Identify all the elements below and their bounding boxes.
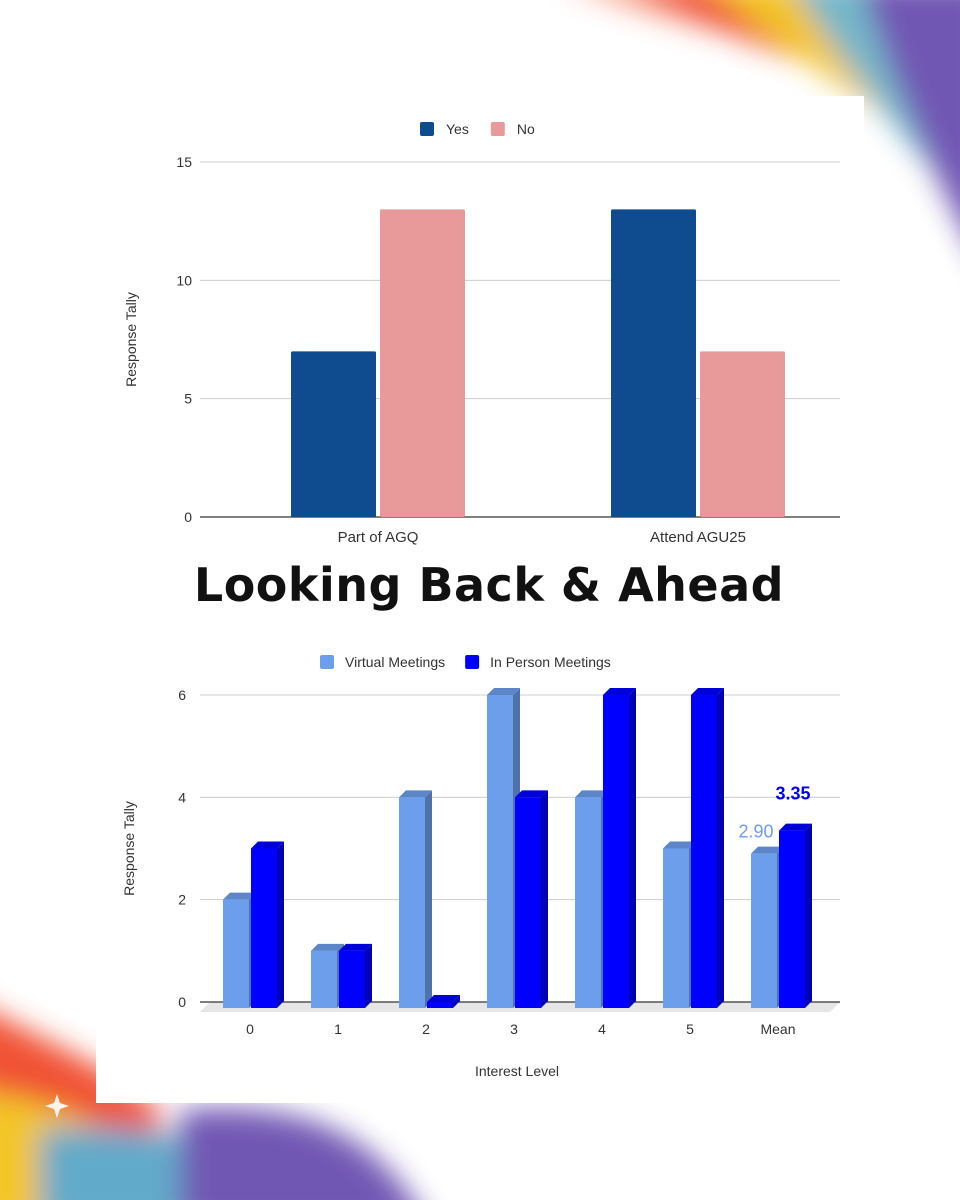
bar-side [277, 841, 284, 1008]
bar-front [603, 695, 629, 1008]
y-tick-label: 15 [176, 154, 192, 170]
x-category-label: 4 [598, 1021, 606, 1037]
bar-top [663, 841, 696, 849]
bar-front [487, 695, 513, 1008]
bar-front [251, 848, 277, 1008]
bar-front [515, 797, 541, 1008]
x-category-label: 2 [422, 1021, 430, 1037]
bar [515, 790, 548, 1008]
bar-side [541, 790, 548, 1008]
bar-front [663, 848, 689, 1008]
y-tick-label: 5 [184, 391, 192, 407]
legend-label: Yes [446, 121, 469, 137]
data-label: 3.35 [775, 784, 810, 804]
bar-side [717, 688, 724, 1008]
bar-front [751, 853, 777, 1008]
y-tick-label: 0 [178, 994, 186, 1010]
legend-item: Yes [420, 121, 469, 137]
legend-swatch [420, 122, 434, 136]
bar-top [399, 790, 432, 798]
bar [779, 823, 812, 1008]
bar [611, 209, 696, 517]
bar [291, 351, 376, 517]
x-category-label: Part of AGQ [338, 529, 419, 546]
bar-top [515, 790, 548, 798]
interest-level-bar-chart: Virtual Meetings In Person Meetings 0 2 4 6 Re… [121, 654, 840, 1079]
x-category-label: Mean [760, 1021, 795, 1037]
bar [700, 351, 785, 517]
bar-front [427, 1002, 453, 1008]
legend-label: No [517, 121, 535, 137]
x-category-label: Attend AGU25 [650, 529, 746, 546]
bar-side [365, 943, 372, 1008]
bar-top [487, 688, 520, 695]
bar-front [339, 950, 365, 1008]
legend-item: In Person Meetings [465, 654, 611, 670]
y-tick-label: 0 [184, 509, 192, 525]
bar [603, 688, 636, 1008]
legend-item: Virtual Meetings [320, 654, 445, 670]
x-category-label: 1 [334, 1021, 342, 1037]
bar [691, 688, 724, 1008]
bar-top [251, 841, 284, 849]
bar-top [311, 943, 344, 951]
chart-card: Yes No 0 5 10 15 Response Tally Part of AGQ Atte… [96, 96, 864, 1103]
sparkle-icon [766, 85, 776, 95]
bar [399, 790, 432, 1008]
x-category-label: 3 [510, 1021, 518, 1037]
bar [251, 841, 284, 1008]
yes-no-bar-chart: Yes No 0 5 10 15 Response Tally Part of AGQ Atte… [123, 121, 840, 546]
bar-side [425, 790, 432, 1008]
bar-side [453, 995, 460, 1008]
legend-label: In Person Meetings [490, 654, 611, 670]
legend-label: Virtual Meetings [345, 654, 445, 670]
bar-front [223, 899, 249, 1008]
bar-front [691, 695, 717, 1008]
bar-top [223, 892, 256, 900]
x-category-label: 5 [686, 1021, 694, 1037]
bar-top [575, 790, 608, 798]
bar-top [603, 688, 636, 695]
bar [380, 209, 465, 517]
bar-side [805, 823, 812, 1008]
legend-swatch [320, 655, 334, 669]
legend-swatch [465, 655, 480, 669]
bar [427, 995, 460, 1008]
bar-top [691, 688, 724, 695]
page-title: Looking Back & Ahead [193, 558, 785, 612]
bar-front [779, 830, 805, 1008]
legend-swatch [490, 122, 505, 136]
bar-top [751, 846, 784, 854]
data-label: 2.90 [738, 822, 773, 842]
y-tick-label: 4 [178, 789, 186, 805]
y-axis-title: Response Tally [121, 801, 137, 896]
bar-top [427, 995, 460, 1002]
bar-front [575, 797, 601, 1008]
sparkle-icon [45, 1094, 69, 1118]
x-axis-title: Interest Level [475, 1063, 559, 1079]
bar-front [399, 797, 425, 1008]
bar [311, 943, 344, 1008]
y-tick-label: 10 [176, 272, 192, 288]
x-category-label: 0 [246, 1021, 254, 1037]
legend-item: No [490, 121, 535, 137]
y-tick-label: 2 [178, 892, 186, 908]
bar-front [311, 950, 337, 1008]
bar [339, 943, 372, 1008]
y-tick-label: 6 [178, 687, 186, 703]
bar-side [629, 688, 636, 1008]
y-axis-title: Response Tally [123, 292, 139, 387]
bar-top [779, 823, 812, 831]
bar-top [339, 943, 372, 951]
